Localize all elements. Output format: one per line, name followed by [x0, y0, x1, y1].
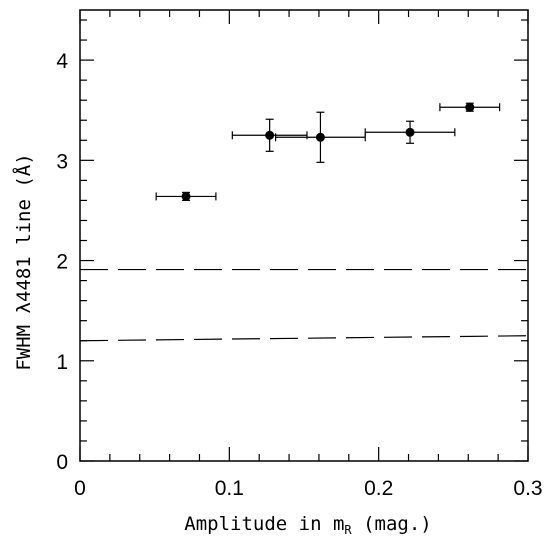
error-bars	[155, 102, 501, 202]
x-axis-label-subscript: R	[344, 523, 352, 537]
y-tick-label: 3	[56, 150, 68, 173]
data-point	[315, 132, 325, 142]
x-tick-label: 0	[74, 477, 86, 500]
x-tick-label: 0.3	[513, 477, 542, 500]
plot-frame	[79, 9, 529, 462]
data-point	[181, 191, 191, 201]
x-tick-labels: 0 0.1 0.2 0.3	[74, 477, 542, 500]
x-tick-label: 0.1	[215, 477, 244, 500]
x-tick-label: 0.2	[364, 477, 393, 500]
x-axis-label-unit: (mag.)	[352, 513, 432, 535]
x-axis-label: Amplitude in mR (mag.)	[184, 513, 431, 537]
data-point	[465, 102, 475, 112]
y-tick-label: 4	[56, 50, 68, 73]
data-point	[405, 127, 415, 137]
y-tick-label: 1	[56, 351, 68, 374]
reference-lines	[79, 268, 529, 342]
y-tick-label: 0	[56, 451, 68, 474]
x-axis-label-main: Amplitude in m	[184, 513, 344, 535]
data-points	[181, 102, 475, 201]
y-tick-label: 2	[56, 251, 68, 274]
dashed-reference-line	[79, 335, 529, 342]
y-tick-labels: 0 1 2 3 4	[56, 50, 68, 474]
y-axis-label: FWHM λ4481 line (Å)	[12, 153, 35, 370]
data-point	[265, 130, 275, 140]
axis-ticks	[79, 10, 529, 462]
